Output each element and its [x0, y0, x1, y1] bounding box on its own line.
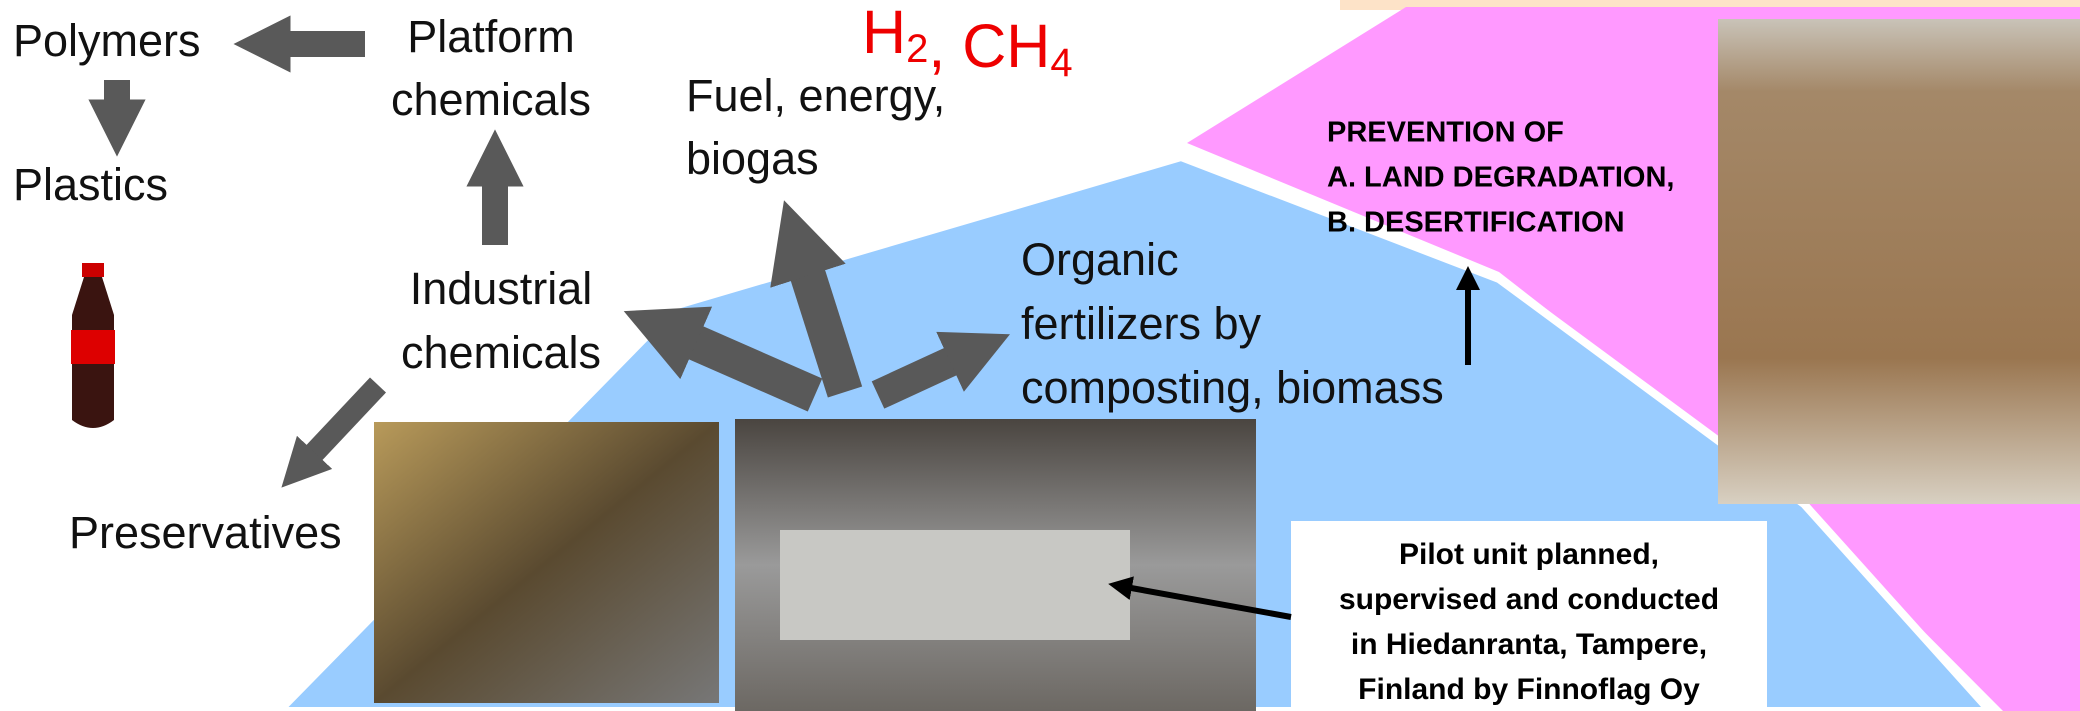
label-line: Fuel, energy,	[686, 70, 945, 121]
photo-pilot-reactor	[780, 530, 1130, 640]
photo-desert	[1718, 19, 2080, 504]
label-line: chemicals	[401, 327, 601, 378]
label-line: PREVENTION OF	[1327, 117, 1564, 149]
gas-subscript: 2	[906, 27, 928, 71]
label-line: fertilizers by	[1021, 298, 1262, 349]
label-line: B. DESERTIFICATION	[1327, 207, 1625, 239]
slide: Polymers Plastics Preservatives H2, CH4 …	[0, 0, 2080, 711]
gas-symbol: CH	[962, 12, 1050, 80]
gas-symbol: H	[862, 0, 906, 66]
label-line: supervised and conducted	[1339, 583, 1719, 616]
bottle	[71, 263, 115, 428]
photo-biomass	[374, 422, 719, 703]
label-line: Platform	[407, 11, 575, 62]
label-line: Finland by Finnoflag Oy	[1358, 673, 1700, 706]
label-line: chemicals	[391, 74, 591, 125]
label-line: biogas	[686, 133, 819, 184]
label-line: Organic	[1021, 234, 1179, 285]
label-line: Pilot unit planned,	[1399, 538, 1659, 571]
label-line: composting, biomass	[1021, 362, 1444, 413]
label: Plastics	[13, 159, 168, 210]
label: Polymers	[13, 15, 201, 66]
label-line: in Hiedanranta, Tampere,	[1351, 628, 1707, 661]
label-line: A. LAND DEGRADATION,	[1327, 162, 1674, 194]
gas-subscript: 4	[1050, 41, 1072, 85]
label-line: Industrial	[410, 263, 593, 314]
label: Preservatives	[69, 507, 342, 558]
